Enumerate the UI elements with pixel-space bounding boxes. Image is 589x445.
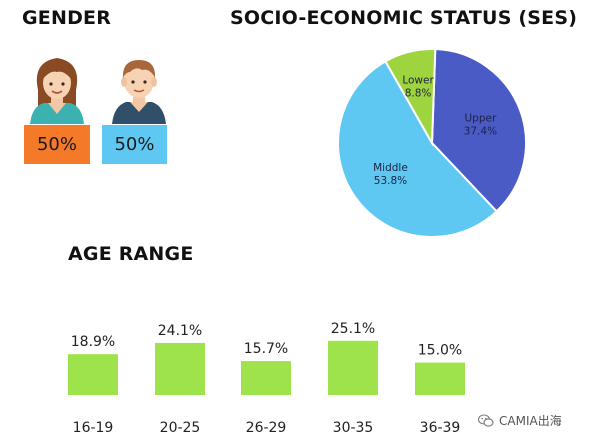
watermark: CAMIA出海: [478, 412, 562, 429]
bar-16-19: [68, 354, 118, 395]
bar-30-35: [328, 340, 378, 395]
bar-26-29: [241, 361, 291, 395]
female-percentage-box: 50%: [24, 125, 90, 164]
bar-value-label-30-35: 25.1%: [331, 321, 375, 337]
pie-value-upper: 37.4%: [464, 126, 497, 138]
bar-category-label-20-25: 20-25: [160, 420, 201, 436]
age-range-bar-chart: 18.9% 16-19 24.1% 20-25 15.7% 26-29 25.1% 30-35…: [68, 321, 465, 436]
bar-20-25: [155, 342, 205, 395]
watermark-text: CAMIA出海: [499, 414, 562, 428]
male-avatar-icon: [112, 60, 166, 124]
male-percentage-box: 50%: [102, 125, 167, 164]
ses-heading: SOCIO-ECONOMIC STATUS (SES): [230, 7, 578, 29]
pie-slice-upper: [430, 48, 527, 213]
bar-category-label-36-39: 36-39: [420, 420, 461, 436]
bar-category-label-16-19: 16-19: [73, 420, 114, 436]
bar-value-label-20-25: 24.1%: [158, 323, 202, 339]
bar-category-label-26-29: 26-29: [246, 420, 287, 436]
bar-36-39: [415, 362, 465, 395]
pie-value-middle: 53.8%: [374, 175, 407, 187]
age-range-heading: AGE RANGE: [68, 243, 194, 265]
bar-value-label-26-29: 15.7%: [244, 341, 288, 357]
female-avatar-icon: [30, 58, 84, 124]
gender-heading: GENDER: [22, 7, 112, 29]
pie-label-lower: Lower: [402, 74, 434, 86]
bar-category-label-30-35: 30-35: [333, 420, 374, 436]
pie-value-lower: 8.8%: [405, 87, 432, 99]
pie-label-middle: Middle: [373, 162, 408, 174]
pie-slice-middle: [337, 59, 498, 238]
bar-value-label-36-39: 15.0%: [418, 343, 462, 359]
pie-slice-lower: [384, 48, 437, 147]
wechat-icon: [478, 413, 494, 427]
bar-value-label-16-19: 18.9%: [71, 334, 115, 350]
pie-label-upper: Upper: [464, 113, 496, 125]
